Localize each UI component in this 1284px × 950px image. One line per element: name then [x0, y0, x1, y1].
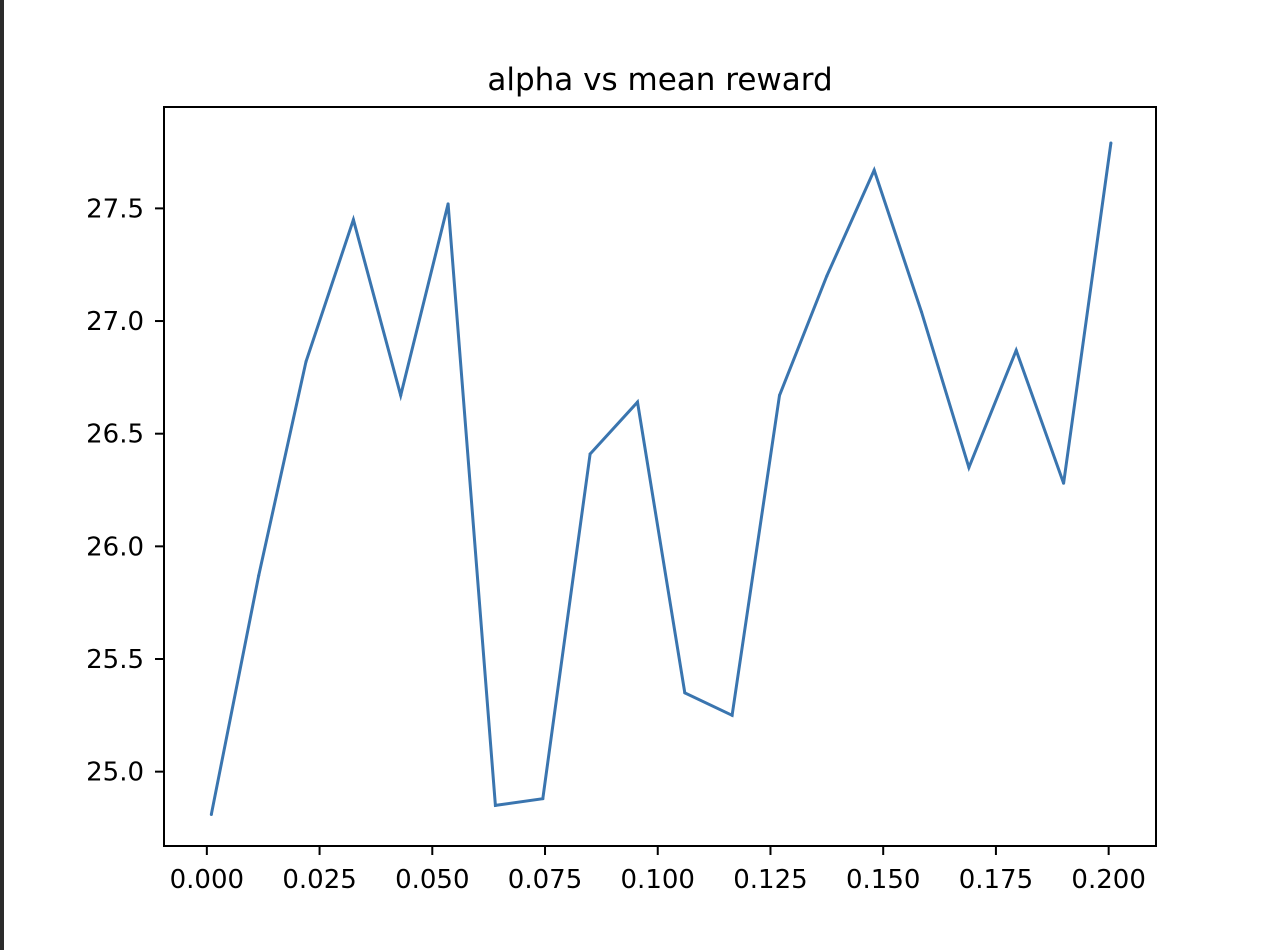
y-tick-label: 26.0 — [86, 532, 144, 562]
data-point — [967, 465, 971, 469]
x-tick-label: 0.200 — [1071, 865, 1145, 895]
data-point — [1062, 481, 1066, 485]
data-point — [825, 274, 829, 278]
y-tick-label: 25.0 — [86, 758, 144, 788]
data-point — [399, 393, 403, 397]
x-tick-label: 0.100 — [621, 865, 695, 895]
data-point — [920, 310, 924, 314]
x-tick-label: 0.075 — [508, 865, 582, 895]
y-tick-label: 26.5 — [86, 420, 144, 450]
data-point — [541, 797, 545, 801]
y-tick-label: 27.0 — [86, 307, 144, 337]
data-point — [635, 400, 639, 404]
x-tick-label: 0.175 — [959, 865, 1033, 895]
data-point — [351, 218, 355, 222]
data-point — [1014, 348, 1018, 352]
data-point — [1109, 141, 1113, 145]
y-tick-label: 27.5 — [86, 194, 144, 224]
x-axis: 0.000 0.025 0.050 0.075 0.100 0.125 0.150 0.175… — [170, 846, 1146, 895]
data-point — [493, 803, 497, 807]
data-point — [209, 812, 213, 816]
series-line — [209, 142, 1113, 815]
data-point — [872, 168, 876, 172]
data-point — [730, 713, 734, 717]
data-point — [588, 452, 592, 456]
x-tick-label: 0.000 — [170, 865, 244, 895]
chart-title: alpha vs mean reward — [487, 62, 832, 98]
data-point — [683, 691, 687, 695]
x-tick-label: 0.125 — [733, 865, 807, 895]
data-point — [257, 574, 261, 578]
data-point — [446, 202, 450, 206]
x-tick-label: 0.025 — [282, 865, 356, 895]
x-tick-label: 0.050 — [395, 865, 469, 895]
data-point — [304, 360, 308, 364]
data-point — [777, 393, 781, 397]
series-layer — [209, 141, 1113, 816]
plot-frame — [163, 106, 1157, 847]
y-axis: 25.0 25.5 26.0 26.5 27.0 27.5 — [86, 194, 164, 788]
window-left-edge — [0, 0, 4, 950]
y-tick-label: 25.5 — [86, 645, 144, 675]
x-tick-label: 0.150 — [846, 865, 920, 895]
